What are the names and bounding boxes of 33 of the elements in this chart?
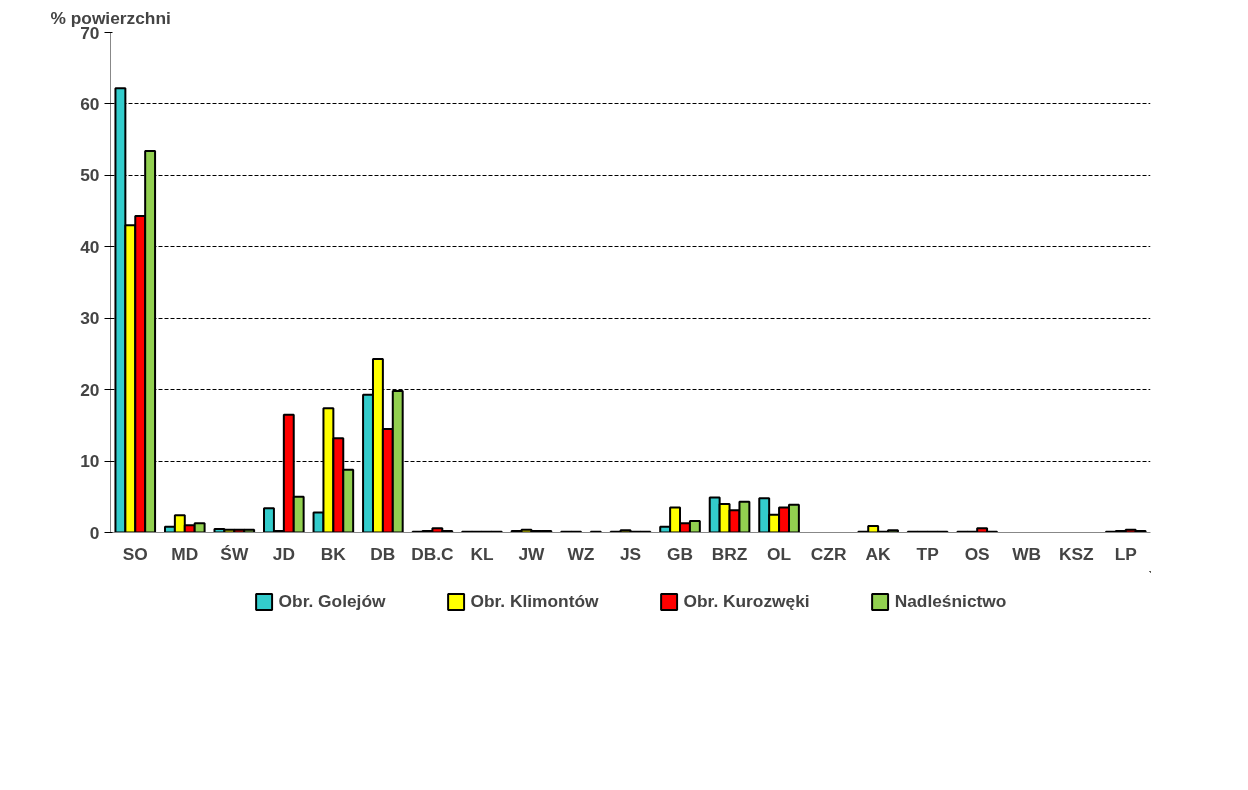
y-tick-label: 50 [80,165,100,186]
x-tick-label: AK [865,543,892,564]
y-tick-label: 0 [89,522,100,543]
x-tick-label: TP [916,543,939,564]
y-tick-label: 10 [80,451,100,472]
y-axis-title: % powierzchni [50,7,171,28]
x-tick-label: GB [667,543,694,564]
x-tick-label: DB.C [411,543,455,564]
x-tick-label: OS [964,543,990,564]
y-tick-label: 30 [80,308,100,329]
x-tick-label: JW [518,543,546,564]
x-tick-label: KL [470,543,494,564]
x-tick-label: ŚW [220,543,249,564]
x-tick-label: MD [171,543,199,564]
y-tick-label: 20 [80,379,100,400]
y-tick-label: 40 [80,236,100,257]
x-tick-label: WB [1012,543,1042,564]
x-tick-label: BRZ [711,543,748,564]
x-tick-label: WZ [567,543,595,564]
y-tick-label: 60 [80,93,100,114]
x-tick-label: JD [272,543,295,564]
x-tick-label: LP [1114,543,1137,564]
legend-label: Obr. Golejów [278,590,386,612]
x-tick-label: CZR [810,543,847,564]
legend-label: Nadleśnictwo [894,590,1007,612]
legend-label: Obr. Kurozwęki [683,590,810,612]
x-tick-label: BK [320,543,347,564]
x-tick-label: SO [122,543,148,564]
x-tick-label: OL [767,543,792,564]
x-tick-label: DB [370,543,396,564]
legend-label: Obr. Klimontów [470,590,599,612]
x-tick-label: KSZ [1058,543,1094,564]
x-tick-label: JS [619,543,642,564]
